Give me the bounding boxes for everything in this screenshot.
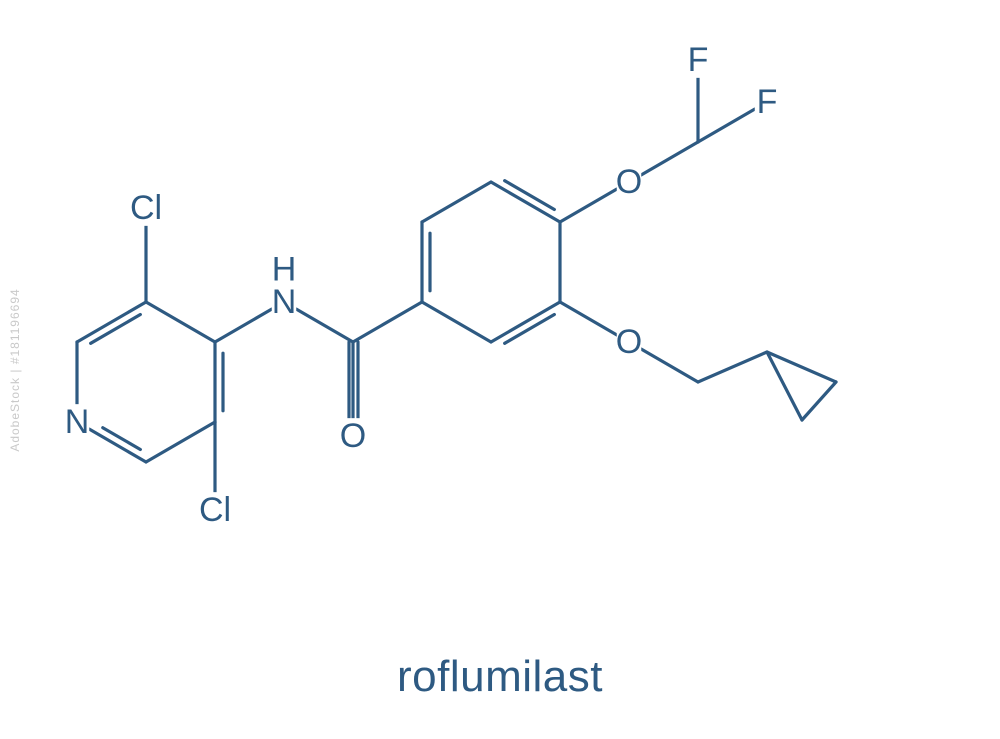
molecule-name: roflumilast <box>0 652 1000 702</box>
svg-text:H: H <box>272 251 297 289</box>
atom-label: N <box>65 403 90 441</box>
atom-label: Cl <box>199 491 231 529</box>
molecule-diagram: NClClNHOOFFO <box>0 0 1000 739</box>
atom-label: Cl <box>130 189 162 227</box>
atom-label: F <box>757 83 778 121</box>
atom-label: F <box>688 41 709 79</box>
atom-label: O <box>616 323 642 361</box>
stock-watermark: AdobeStock | #181196694 <box>8 288 22 451</box>
atom-label: O <box>340 417 366 455</box>
atom-label: O <box>616 163 642 201</box>
